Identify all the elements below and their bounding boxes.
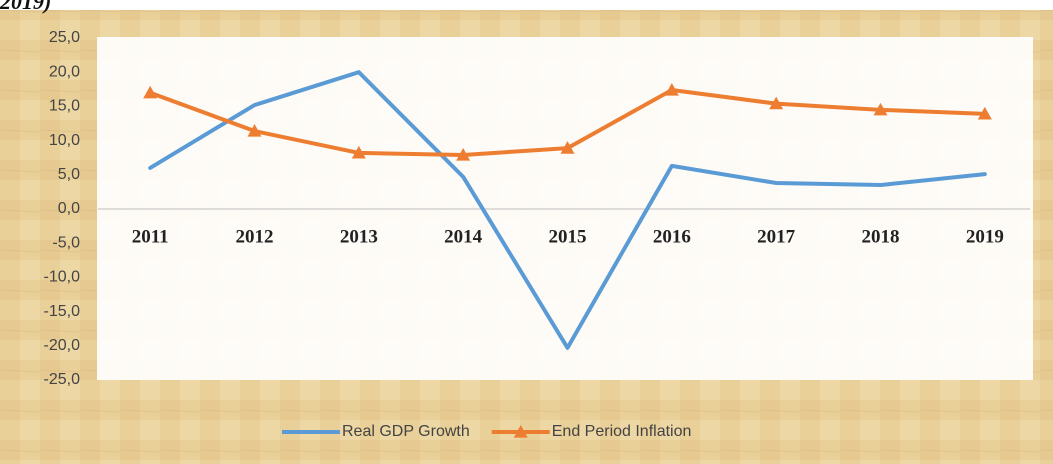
marker <box>456 147 471 161</box>
marker <box>664 82 679 96</box>
page-strip <box>0 0 1053 10</box>
y-tick-label: 15,0 <box>49 98 80 115</box>
series-line <box>148 70 987 350</box>
legend-label: End Period Inflation <box>552 423 692 440</box>
marker <box>977 106 992 120</box>
marker <box>769 96 784 110</box>
y-tick-label: -15,0 <box>44 303 81 320</box>
x-tick-label: 2014 <box>444 226 483 247</box>
y-tick-label: 5,0 <box>58 166 80 183</box>
x-tick-label: 2013 <box>340 226 378 247</box>
legend-label: Real GDP Growth <box>342 423 470 440</box>
legend-marker <box>513 425 528 438</box>
x-tick-label: 2012 <box>236 226 274 247</box>
x-tick-label: 2018 <box>862 226 900 247</box>
marker <box>143 85 158 99</box>
marker <box>873 102 888 116</box>
x-tick-label: 2019 <box>966 226 1004 247</box>
marker <box>560 141 575 154</box>
y-tick-label: 10,0 <box>49 132 80 149</box>
y-tick-label: -20,0 <box>44 337 81 354</box>
x-tick-label: 2015 <box>549 226 587 247</box>
x-tick-label: 2017 <box>757 226 796 247</box>
marker <box>351 145 366 159</box>
x-tick-label: 2016 <box>653 226 691 247</box>
y-tick-label: -10,0 <box>44 269 81 286</box>
y-tick-label: -25,0 <box>44 371 81 388</box>
y-tick-label: 20,0 <box>49 63 80 80</box>
y-tick-label: 0,0 <box>58 200 80 217</box>
chart-title: 2019) <box>0 0 51 14</box>
y-tick-label: 25,0 <box>49 29 80 46</box>
marker <box>247 124 262 137</box>
y-tick-label: -5,0 <box>52 234 80 251</box>
x-tick-label: 2011 <box>132 226 169 247</box>
